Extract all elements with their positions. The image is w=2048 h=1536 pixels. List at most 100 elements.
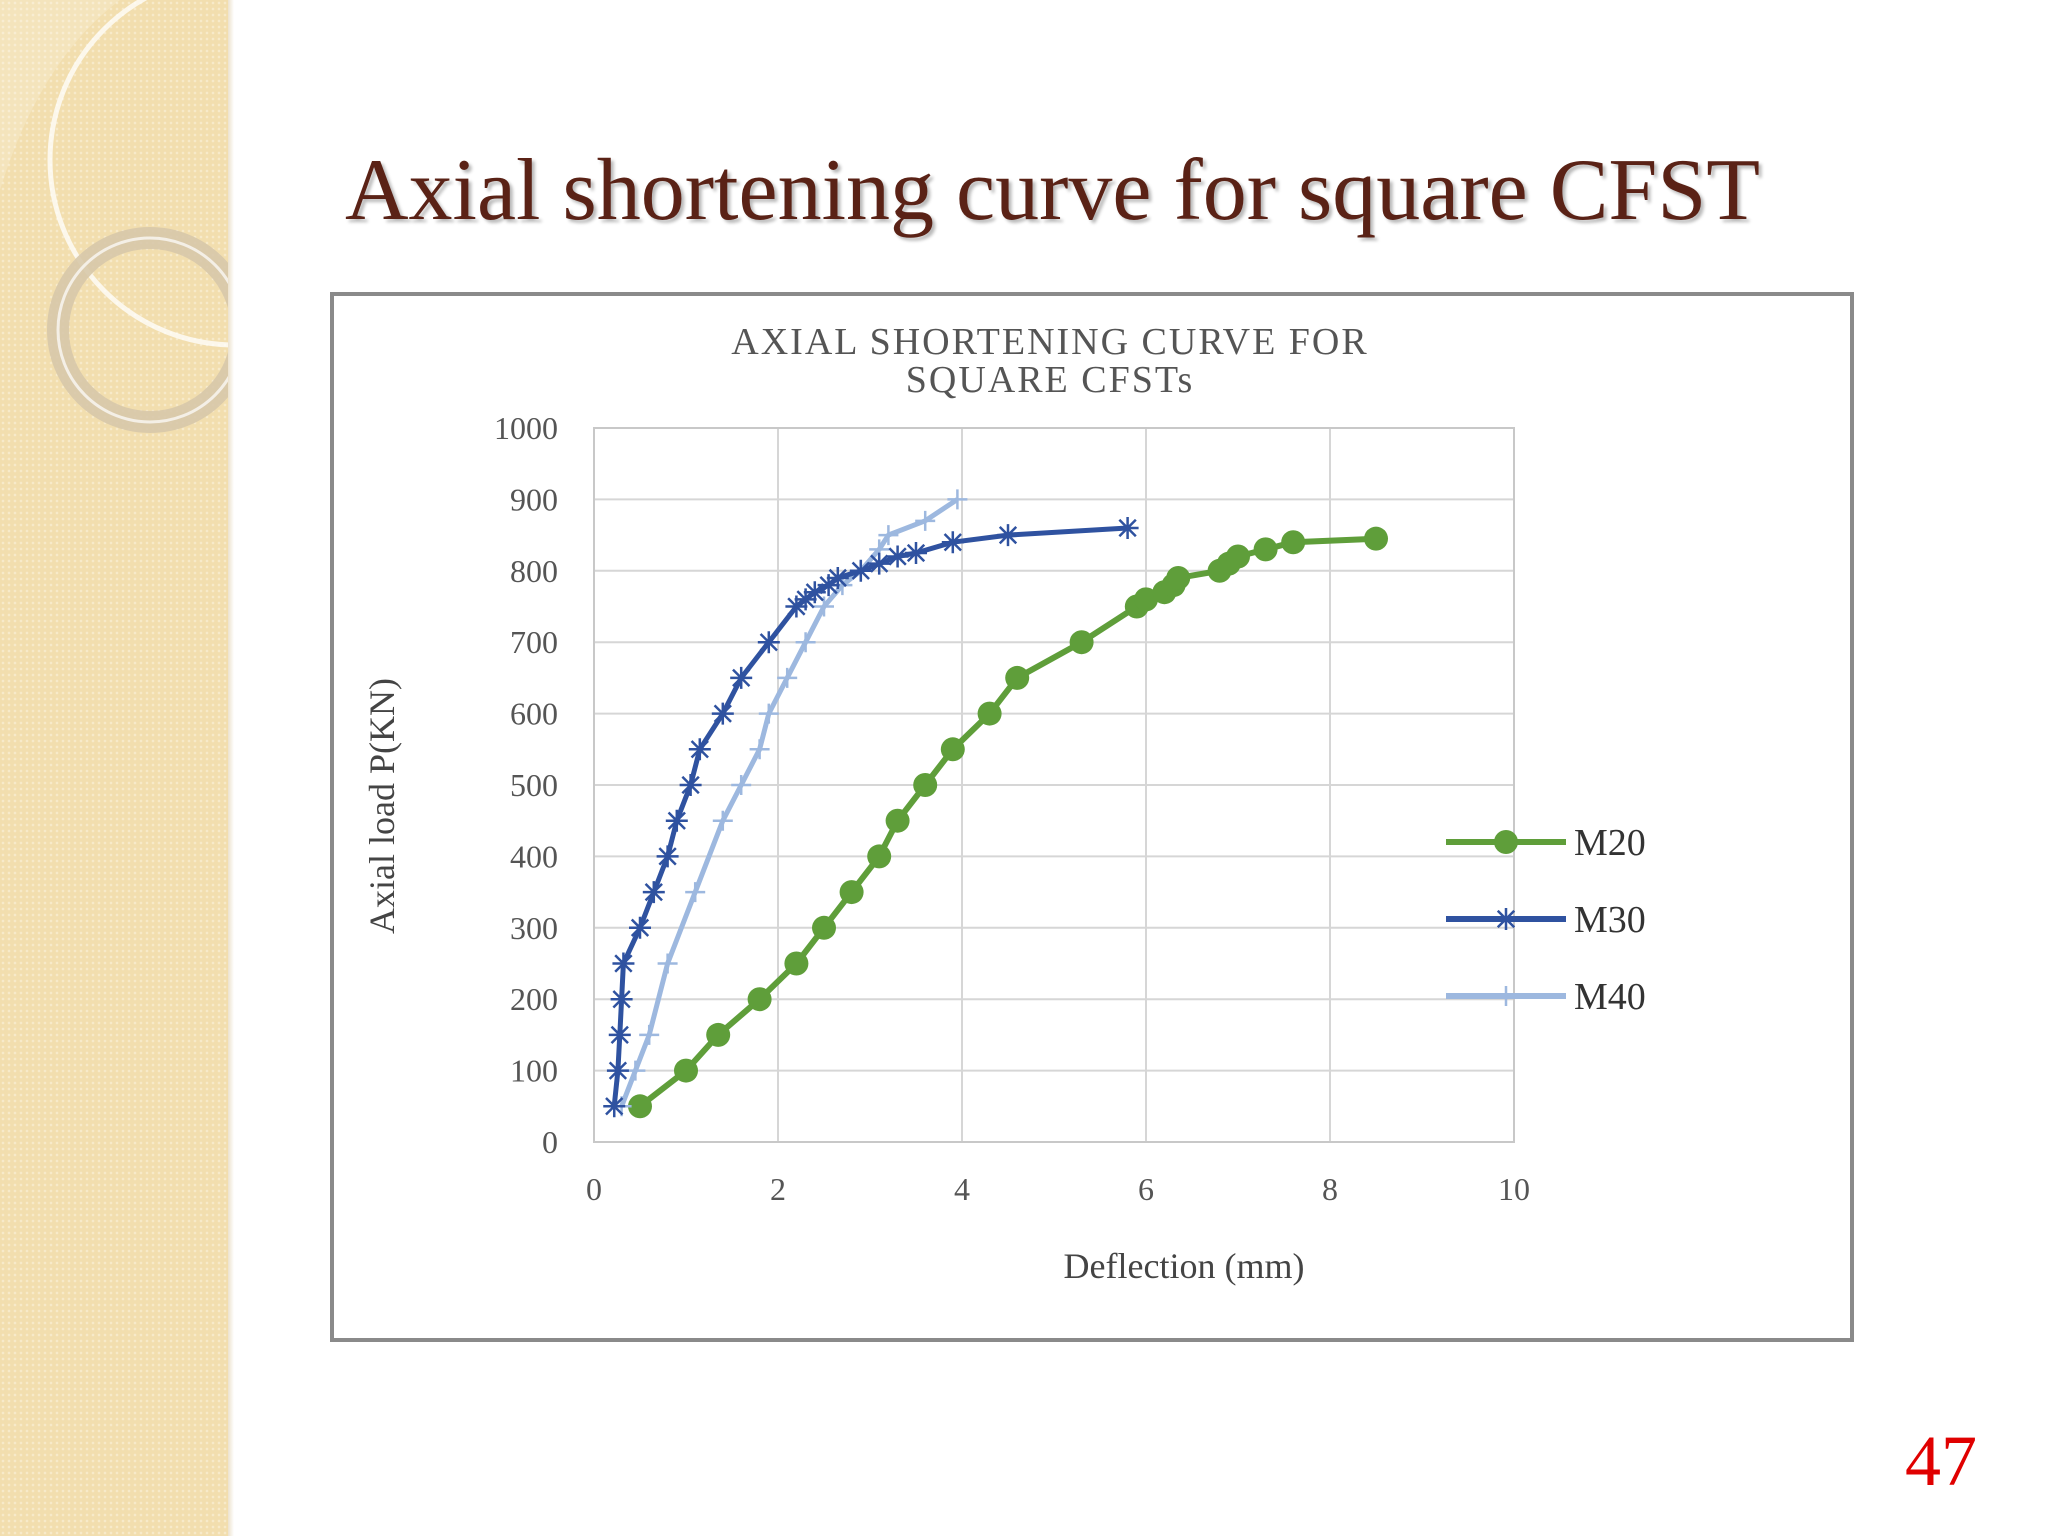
chart-legend: M20 M30 M40 — [1446, 822, 1646, 1018]
legend-marker — [1496, 986, 1516, 1006]
data-point-m20 — [1166, 565, 1191, 590]
data-point-m30 — [794, 588, 817, 611]
series-m30 — [603, 516, 1139, 1118]
data-point-m20 — [706, 1022, 731, 1047]
data-point-m30 — [757, 631, 780, 654]
data-point-m40 — [758, 703, 779, 724]
data-point-m30 — [603, 1095, 626, 1118]
page-number: 47 — [1905, 1421, 1977, 1501]
x-tick-label: 10 — [1498, 1171, 1530, 1207]
chart-frame: AXIAL SHORTENING CURVE FOR SQUARE CFSTs … — [330, 292, 1854, 1342]
series-line-m40 — [619, 497, 959, 1108]
data-point-m40 — [814, 596, 834, 617]
data-point-m30 — [817, 574, 840, 597]
data-point-m30 — [688, 738, 711, 761]
data-point-m30 — [679, 774, 702, 796]
data-point-m30 — [997, 524, 1019, 547]
series-m20 — [628, 526, 1388, 1119]
plot-area-border — [593, 427, 1515, 1143]
data-point-m20 — [1281, 530, 1306, 555]
data-point-m40 — [749, 739, 770, 760]
data-point-m20 — [913, 773, 938, 797]
data-point-m30 — [629, 916, 651, 939]
x-axis-label: Deflection (mm) — [1064, 1246, 1305, 1286]
data-point-m30 — [905, 541, 927, 564]
legend-marker — [1495, 908, 1517, 930]
data-point-m20 — [747, 987, 772, 1012]
data-point-m20 — [628, 1094, 652, 1119]
data-point-m20 — [1226, 544, 1250, 569]
legend-label: M20 — [1574, 822, 1646, 864]
y-tick-label: 200 — [510, 981, 558, 1017]
y-tick-label: 300 — [510, 910, 558, 946]
y-tick-label: 700 — [510, 624, 558, 660]
data-point-m30 — [612, 952, 635, 975]
x-tick-label: 6 — [1138, 1171, 1154, 1207]
slide-title: Axial shortening curve for square CFST — [345, 142, 1761, 239]
chart-svg: AXIAL SHORTENING CURVE FOR SQUARE CFSTs … — [362, 321, 1646, 1286]
y-tick-label: 600 — [510, 696, 558, 732]
data-point-m30 — [606, 1059, 629, 1082]
data-point-m30 — [826, 566, 849, 589]
legend-label: M40 — [1574, 976, 1646, 1018]
data-point-m20 — [867, 844, 892, 869]
sidebar-ring-ornament — [0, 0, 228, 433]
data-point-m30 — [941, 531, 964, 554]
data-point-m30 — [849, 559, 872, 582]
data-point-m30 — [711, 702, 734, 725]
data-point-m30 — [610, 988, 633, 1011]
data-point-m30 — [665, 809, 688, 832]
y-tick-label: 1000 — [494, 410, 558, 446]
sidebar-edge — [228, 0, 234, 1536]
data-point-m30 — [1116, 516, 1139, 539]
data-point-m40 — [685, 882, 706, 903]
legend-label: M30 — [1574, 899, 1646, 941]
data-point-m30 — [642, 881, 665, 904]
y-tick-label: 400 — [510, 838, 558, 874]
data-point-m20 — [839, 880, 864, 905]
data-point-m20 — [812, 915, 836, 940]
data-point-m40 — [712, 810, 733, 831]
data-point-m40 — [795, 632, 816, 653]
data-point-m30 — [608, 1023, 631, 1046]
data-point-m20 — [977, 701, 1002, 726]
y-tick-label: 100 — [510, 1053, 558, 1089]
data-point-m40 — [639, 1024, 660, 1045]
data-point-m40 — [657, 953, 678, 974]
chart-series — [603, 489, 1388, 1119]
data-point-m40 — [777, 667, 798, 688]
series-line-m20 — [638, 535, 1377, 1109]
data-point-m30 — [803, 581, 826, 604]
data-point-m20 — [784, 951, 809, 976]
y-axis-label: Axial load P(KN) — [362, 678, 402, 934]
legend-item-m40: M40 — [1446, 976, 1646, 1018]
chart-title-line-2: SQUARE CFSTs — [906, 359, 1194, 401]
x-tick-label: 0 — [586, 1171, 602, 1207]
data-point-m30 — [730, 666, 753, 689]
data-point-m30 — [868, 552, 891, 575]
data-point-m20 — [885, 808, 910, 833]
legend-marker — [1494, 830, 1518, 854]
data-point-m20 — [940, 737, 965, 762]
data-point-m40 — [731, 775, 752, 795]
data-point-m20 — [674, 1058, 698, 1083]
legend-item-m20: M20 — [1446, 822, 1646, 864]
decorative-sidebar — [0, 0, 228, 1536]
data-point-m20 — [1005, 665, 1030, 690]
y-tick-label: 800 — [510, 553, 558, 589]
legend-item-m30: M30 — [1446, 899, 1646, 941]
x-tick-label: 8 — [1322, 1171, 1338, 1207]
data-point-m20 — [1364, 526, 1388, 551]
data-point-m40 — [947, 489, 968, 510]
data-point-m30 — [656, 845, 679, 868]
y-tick-label: 500 — [510, 767, 558, 803]
x-tick-label: 4 — [954, 1171, 970, 1207]
data-point-m30 — [886, 545, 909, 568]
data-point-m20 — [1253, 537, 1278, 562]
y-tick-label: 0 — [542, 1124, 558, 1160]
data-point-m40 — [878, 525, 899, 546]
data-point-m20 — [1069, 630, 1094, 655]
data-point-m40 — [915, 510, 936, 531]
data-point-m20 — [1134, 587, 1158, 612]
